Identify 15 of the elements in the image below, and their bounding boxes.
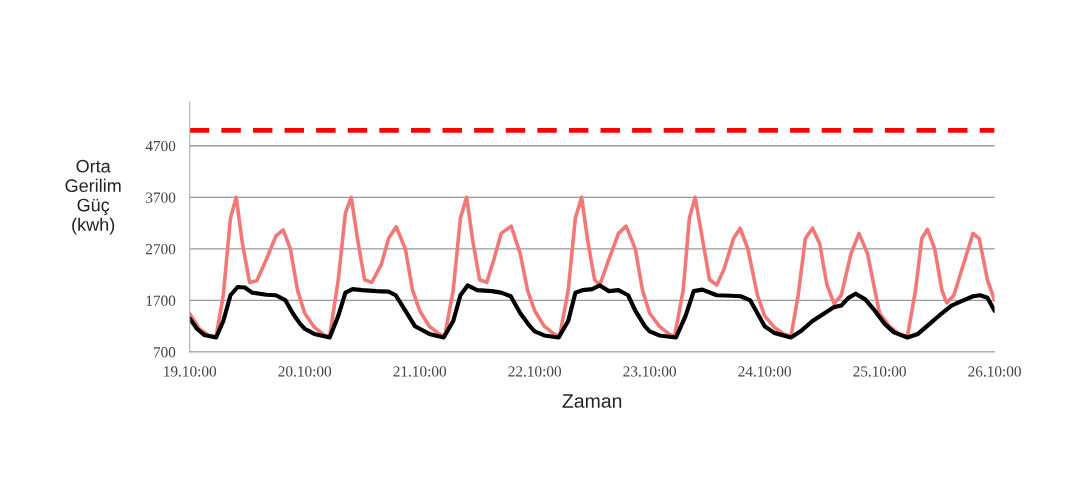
x-tick-label: 23.10:00 bbox=[623, 366, 677, 377]
x-tick-label: 25.10:00 bbox=[853, 366, 906, 377]
y-axis-title: Orta Gerilim Güç (kwh) bbox=[65, 159, 121, 235]
x-tick-label: 21.10:00 bbox=[393, 366, 447, 377]
y-tick-label: 700 bbox=[153, 347, 176, 358]
x-axis-title: Zaman bbox=[562, 394, 622, 408]
y-tick-label: 3700 bbox=[146, 192, 176, 203]
y-tick-label: 1700 bbox=[146, 295, 176, 306]
x-tick-label: 22.10:00 bbox=[508, 366, 562, 377]
x-tick-label: 19.10:00 bbox=[164, 366, 217, 377]
x-tick-label: 24.10:00 bbox=[738, 366, 791, 377]
y-tick-label: 4700 bbox=[145, 140, 176, 152]
y-tick-label: 2700 bbox=[145, 244, 176, 255]
x-tick-label: 26.10:00 bbox=[968, 366, 1021, 377]
x-tick-label: 20.10:00 bbox=[278, 366, 332, 377]
